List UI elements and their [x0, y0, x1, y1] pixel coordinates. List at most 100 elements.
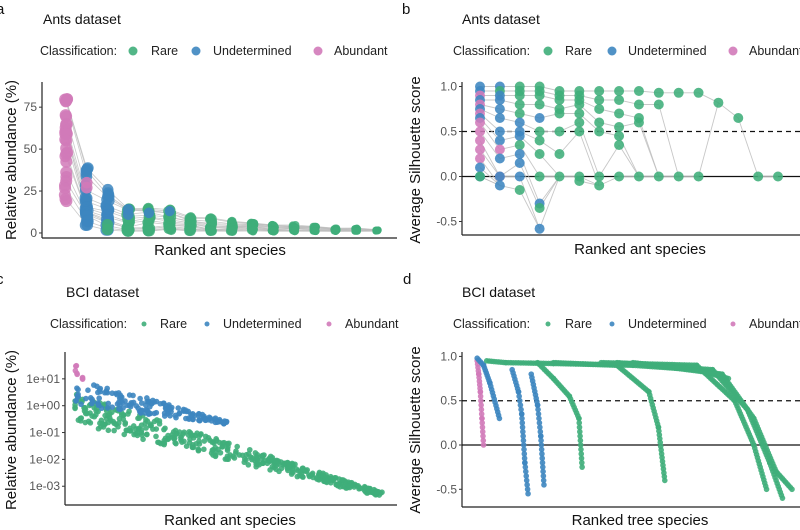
data-point — [494, 180, 505, 191]
data-point — [479, 420, 486, 426]
data-point — [308, 472, 314, 478]
legend-label-undetermined: Undetermined — [628, 317, 707, 331]
connector-line — [559, 131, 580, 155]
data-point — [554, 126, 565, 137]
data-point — [154, 417, 160, 423]
connector-line — [737, 117, 759, 177]
data-point — [181, 429, 187, 436]
data-point — [537, 433, 544, 439]
data-point — [524, 486, 531, 493]
data-point — [633, 86, 644, 96]
data-point — [514, 140, 525, 150]
data-point — [578, 446, 584, 453]
data-point — [594, 117, 605, 128]
data-point — [480, 433, 486, 439]
data-point — [259, 452, 266, 459]
data-point — [185, 226, 196, 237]
data-point — [160, 400, 167, 407]
connector-line — [479, 122, 501, 150]
data-point — [540, 464, 546, 470]
data-point — [78, 401, 84, 408]
data-point — [210, 452, 216, 458]
panel-letter-a: a — [0, 1, 5, 18]
data-point — [522, 468, 529, 475]
data-point — [93, 412, 99, 418]
data-point — [231, 455, 238, 461]
data-point — [111, 427, 117, 434]
data-point — [185, 415, 192, 421]
data-point — [554, 108, 565, 119]
data-point — [534, 113, 545, 123]
data-point — [494, 171, 505, 182]
data-point — [372, 227, 379, 235]
panel-letter-b: b — [402, 1, 410, 18]
data-point — [205, 226, 216, 237]
data-point — [514, 171, 525, 182]
legend-label-abundant: Abundant — [749, 317, 800, 331]
data-point — [514, 149, 525, 159]
data-point — [189, 444, 196, 451]
data-point — [789, 486, 795, 493]
data-point — [763, 486, 770, 493]
legend-label-rare: Rare — [565, 317, 592, 331]
data-point — [233, 448, 239, 454]
data-point — [520, 437, 527, 444]
data-point — [475, 126, 485, 137]
y-tick-label: -0.5 — [436, 482, 457, 496]
data-point — [614, 171, 625, 182]
data-point — [614, 86, 625, 96]
data-point — [144, 431, 150, 438]
data-point — [224, 456, 230, 462]
data-point — [201, 446, 207, 453]
y-tick-label: 1.0 — [440, 349, 457, 363]
panel-a: a Ants dataset Classification: Rare Unde… — [0, 1, 397, 259]
data-point — [535, 406, 541, 413]
points — [72, 362, 385, 498]
data-point — [522, 464, 529, 470]
y-axis-title: Relative abundance (%) — [3, 350, 20, 510]
data-point — [494, 104, 505, 114]
data-point — [477, 393, 484, 400]
data-point — [219, 419, 226, 426]
data-point — [535, 411, 542, 417]
data-point — [323, 478, 330, 485]
points — [475, 81, 783, 234]
x-axis-title: Ranked tree species — [572, 512, 709, 529]
data-point — [541, 482, 547, 488]
data-point — [241, 459, 248, 466]
data-point — [153, 433, 159, 440]
data-point — [269, 227, 278, 236]
data-point — [226, 440, 232, 447]
data-point — [77, 415, 84, 422]
legend-label-abundant: Abundant — [345, 317, 399, 331]
legend-label-undetermined: Undetermined — [213, 44, 292, 58]
data-point — [534, 90, 545, 101]
data-point — [534, 99, 545, 110]
data-point — [168, 406, 174, 412]
legend-label-rare: Rare — [160, 317, 187, 331]
data-point — [201, 438, 208, 444]
data-point — [594, 86, 605, 96]
y-tick-label: 75 — [24, 100, 38, 114]
data-point — [116, 420, 122, 426]
legend-title: Classification: — [40, 44, 117, 58]
data-point — [578, 455, 585, 462]
data-point — [554, 95, 565, 105]
data-point — [574, 176, 585, 186]
data-point — [82, 419, 89, 426]
data-point — [633, 117, 644, 128]
y-tick-label: 1e-02 — [29, 452, 60, 466]
data-point — [130, 399, 137, 406]
data-point — [87, 420, 94, 426]
data-point — [519, 424, 526, 431]
data-point — [163, 406, 169, 413]
data-point — [536, 420, 543, 426]
data-point — [475, 117, 485, 128]
data-point — [534, 402, 541, 408]
data-point — [290, 227, 300, 236]
connector-line — [539, 176, 560, 229]
x-axis-title: Ranked ant species — [164, 512, 296, 529]
data-point — [126, 392, 133, 398]
data-point — [574, 126, 585, 137]
